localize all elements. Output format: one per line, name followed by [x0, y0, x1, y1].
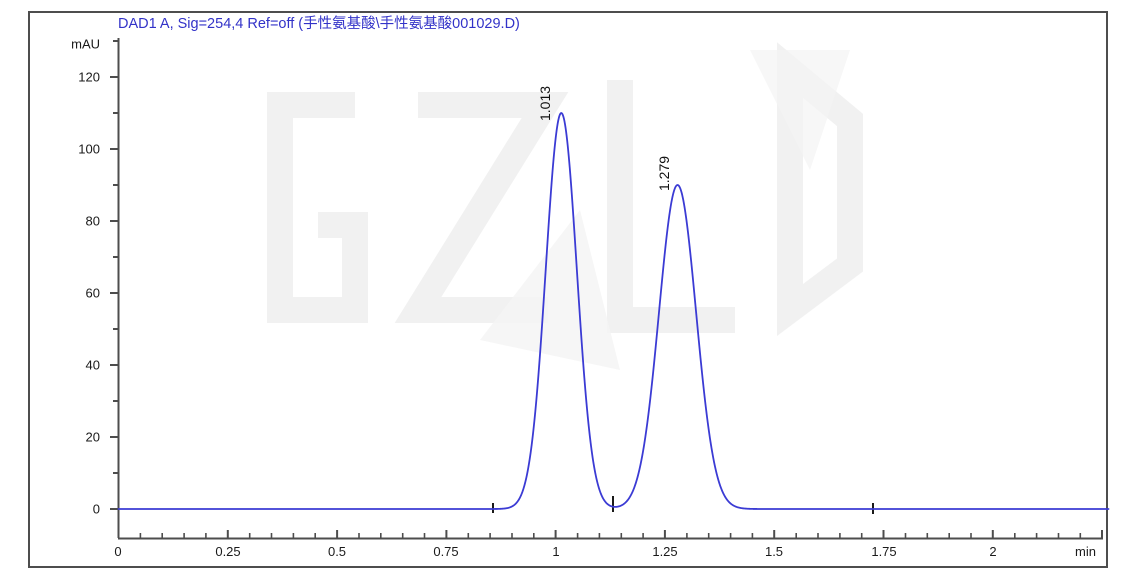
y-axis-unit-label: mAU: [71, 36, 100, 52]
x-tick-label-1: 1: [552, 544, 560, 559]
x-tick-label-1-75: 1.75: [871, 544, 897, 559]
y-major-ticks: [110, 76, 118, 510]
y-tick-label-120: 120: [78, 69, 100, 85]
x-tick-label-1-5: 1.5: [764, 544, 784, 559]
y-tick-label-40: 40: [85, 357, 100, 373]
y-tick-label-0: 0: [92, 501, 100, 517]
peak-label-2: 1.279: [656, 155, 672, 191]
chart-title: DAD1 A, Sig=254,4 Ref=off (手性氨基酸\手性氨基酸00…: [118, 16, 520, 32]
y-tick-label-80: 80: [85, 213, 100, 229]
y-tick-label-60: 60: [85, 285, 100, 301]
y-tick-label-100: 100: [78, 141, 100, 157]
y-minor-ticks: [113, 40, 118, 474]
x-tick-label-1-25: 1.25: [652, 544, 678, 559]
x-major-ticks: [117, 530, 1103, 538]
x-tick-label-0: 0: [114, 544, 122, 559]
x-tick-label-0-5: 0.5: [327, 544, 347, 559]
peak-label-1: 1.013: [537, 85, 553, 121]
y-tick-label-20: 20: [85, 429, 100, 445]
chromatogram-trace: [117, 112, 1110, 510]
x-axis-unit-label: min: [1075, 544, 1096, 559]
x-tick-label-0-75: 0.75: [433, 544, 459, 559]
x-tick-label-0-25: 0.25: [215, 544, 241, 559]
chromatogram-frame: [28, 11, 1108, 568]
x-minor-ticks: [139, 533, 1082, 538]
x-tick-label-2: 2: [989, 544, 997, 559]
integration-markers: [492, 496, 874, 514]
